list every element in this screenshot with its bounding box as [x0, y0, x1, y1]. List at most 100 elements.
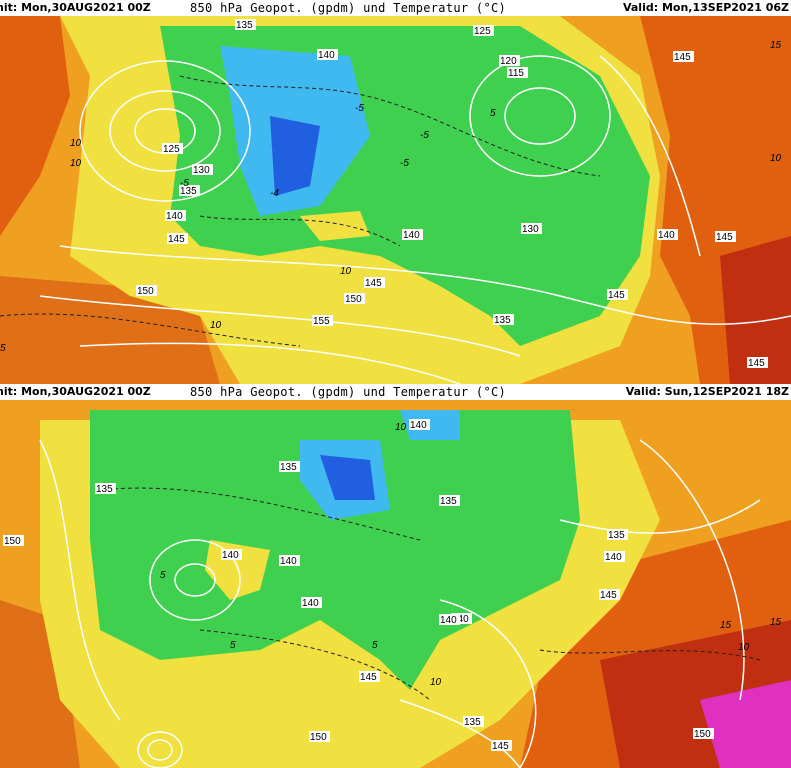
geopotential-label: 135 — [95, 483, 116, 495]
panel-header: nit: Mon,30AUG2021 00Z 850 hPa Geopot. (… — [0, 0, 791, 16]
svg-text:10: 10 — [395, 422, 407, 433]
temperature-label: 10 — [395, 422, 407, 433]
geopotential-label: 145 — [359, 671, 380, 683]
svg-text:5: 5 — [372, 640, 378, 651]
svg-text:145: 145 — [360, 672, 377, 683]
svg-text:125: 125 — [163, 144, 180, 155]
temperature-label: 10 — [738, 642, 750, 653]
svg-text:10: 10 — [210, 320, 222, 331]
temperature-label: -5 — [420, 130, 429, 141]
geopotential-label: 140 — [409, 419, 430, 431]
svg-text:15: 15 — [770, 617, 782, 628]
svg-text:5: 5 — [0, 343, 6, 354]
geopotential-label: 150 — [693, 728, 714, 740]
svg-text:135: 135 — [180, 186, 197, 197]
svg-text:135: 135 — [280, 462, 297, 473]
geopotential-label: 145 — [673, 51, 694, 63]
svg-text:140: 140 — [452, 614, 469, 625]
geopotential-label: 135 — [493, 314, 514, 326]
temperature-label: 15 — [720, 620, 732, 631]
geopotential-label: 135 — [235, 19, 256, 31]
geopotential-label: 125 — [473, 25, 494, 37]
geopotential-label: 115 — [507, 67, 528, 79]
svg-text:140: 140 — [166, 211, 183, 222]
geopotential-label: 140 — [604, 551, 625, 563]
svg-text:135: 135 — [494, 315, 511, 326]
geopotential-label: 120 — [499, 55, 520, 67]
svg-text:145: 145 — [168, 234, 185, 245]
temperature-label: 5 — [230, 640, 236, 651]
svg-text:145: 145 — [716, 232, 733, 243]
geopotential-label: 135 — [179, 185, 200, 197]
init-time-label: nit: Mon,30AUG2021 00Z — [0, 385, 151, 398]
temperature-label: 10 — [70, 158, 82, 169]
geopotential-label: 140 — [221, 549, 242, 561]
svg-text:140: 140 — [403, 230, 420, 241]
svg-text:135: 135 — [440, 496, 457, 507]
svg-text:130: 130 — [193, 165, 210, 176]
svg-text:-5: -5 — [400, 158, 409, 169]
svg-text:150: 150 — [345, 294, 362, 305]
geopotential-label: 140 — [279, 555, 300, 567]
svg-text:140: 140 — [280, 556, 297, 567]
map-title: 850 hPa Geopot. (gpdm) und Temperatur (°… — [190, 1, 507, 15]
geopotential-label: 150 — [3, 535, 24, 547]
svg-text:140: 140 — [440, 615, 457, 626]
geopotential-label: 140 — [165, 210, 186, 222]
geopotential-label: 140 — [301, 597, 322, 609]
svg-text:120: 120 — [500, 56, 517, 67]
geopotential-label: 135 — [279, 461, 300, 473]
svg-text:115: 115 — [508, 68, 524, 79]
very-hot-region — [700, 680, 791, 768]
contour-labels: 1401351351401501351401401351401451401401… — [3, 419, 782, 752]
temperature-label: -4 — [270, 188, 279, 199]
svg-text:135: 135 — [608, 530, 625, 541]
svg-text:10: 10 — [738, 642, 750, 653]
geopotential-label: 125 — [162, 143, 183, 155]
temperature-label: 5 — [0, 343, 6, 354]
geopotential-label: 145 — [715, 231, 736, 243]
geopotential-label: 140 — [451, 613, 472, 625]
temperature-label: -5 — [180, 178, 189, 189]
svg-text:145: 145 — [492, 741, 509, 752]
svg-text:-5: -5 — [180, 178, 189, 189]
svg-text:140: 140 — [658, 230, 675, 241]
valid-time-label: Valid: Mon,13SEP2021 06Z — [622, 1, 789, 14]
geopotential-label: 145 — [491, 740, 512, 752]
svg-text:145: 145 — [674, 52, 691, 63]
temperature-label: -5 — [355, 103, 364, 114]
svg-text:145: 145 — [748, 358, 765, 369]
svg-text:-5: -5 — [420, 130, 429, 141]
temperature-label: 10 — [770, 153, 782, 164]
very-cold-region — [320, 455, 375, 500]
svg-text:5: 5 — [490, 108, 496, 119]
temperature-contours — [99, 487, 761, 701]
very-cold-region — [270, 116, 320, 196]
geopotential-label: 145 — [364, 277, 385, 289]
svg-text:10: 10 — [770, 153, 782, 164]
svg-text:150: 150 — [137, 286, 154, 297]
temperature-label: 5 — [160, 570, 166, 581]
svg-text:5: 5 — [230, 640, 236, 651]
svg-text:10: 10 — [70, 158, 82, 169]
panel-header: nit: Mon,30AUG2021 00Z 850 hPa Geopot. (… — [0, 384, 791, 400]
map-title: 850 hPa Geopot. (gpdm) und Temperatur (°… — [190, 385, 507, 399]
geopotential-label: 135 — [463, 716, 484, 728]
geopotential-label: 155 — [312, 315, 333, 327]
svg-text:10: 10 — [340, 266, 352, 277]
svg-text:15: 15 — [720, 620, 732, 631]
svg-text:10: 10 — [430, 677, 442, 688]
temperature-label: 15 — [770, 617, 782, 628]
geopotential-label: 135 — [607, 529, 628, 541]
svg-text:145: 145 — [600, 590, 617, 601]
map-panel-bottom: nit: Mon,30AUG2021 00Z 850 hPa Geopot. (… — [0, 384, 791, 768]
svg-text:140: 140 — [318, 50, 335, 61]
geopotential-label: 135 — [439, 495, 460, 507]
geopotential-label: 140 — [317, 49, 338, 61]
geopotential-label: 150 — [136, 285, 157, 297]
geopotential-label: 140 — [439, 614, 460, 626]
valid-time-label: Valid: Sun,12SEP2021 18Z — [625, 385, 789, 398]
map-panel-top: nit: Mon,30AUG2021 00Z 850 hPa Geopot. (… — [0, 0, 791, 384]
